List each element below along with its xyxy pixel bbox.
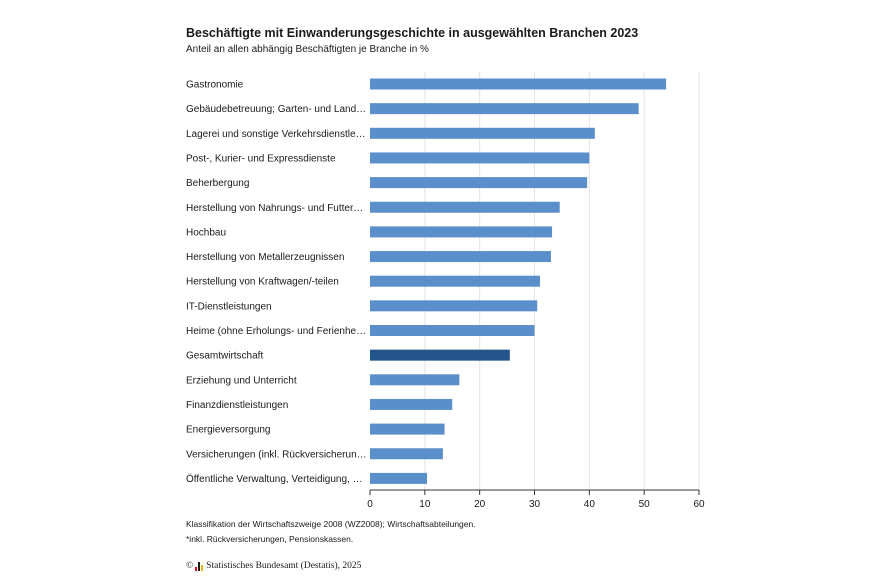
bar [370, 152, 590, 164]
bar [370, 300, 538, 312]
bar [370, 398, 453, 410]
category-label: Versicherungen (inkl. Rückversicherun… [186, 449, 367, 460]
bar [370, 177, 588, 189]
category-label: Erziehung und Unterricht [186, 375, 297, 386]
footnote-insurance: *inkl. Rückversicherungen, Pensionskasse… [186, 534, 354, 544]
x-tick-label: 30 [529, 499, 541, 510]
category-label: Post-, Kurier- und Expressdienste [186, 153, 336, 164]
bar [370, 325, 535, 336]
copyright-symbol: © [186, 561, 194, 571]
bar [370, 201, 560, 213]
category-label: Gebäudebetreuung; Garten- und Land… [186, 104, 366, 115]
bar [370, 78, 667, 90]
bar [370, 448, 443, 460]
x-tick-label: 50 [639, 499, 651, 510]
category-label: Heime (ohne Erholungs- und Ferienhe… [186, 326, 366, 337]
bar [370, 251, 551, 263]
bar [370, 374, 460, 386]
x-tick-label: 60 [693, 499, 705, 510]
category-label: Herstellung von Metallerzeugnissen [186, 252, 344, 263]
bar [370, 103, 639, 115]
category-label: Finanzdienstleistungen [186, 400, 288, 411]
x-tick-label: 20 [474, 499, 486, 510]
destatis-logo-icon [195, 561, 204, 571]
category-label: Gastronomie [186, 80, 244, 91]
category-label: Lagerei und sonstige Verkehrsdienstle… [186, 129, 366, 140]
category-label: Energieversorgung [186, 425, 271, 436]
category-label: Herstellung von Kraftwagen/-teilen [186, 277, 339, 288]
bar [370, 226, 553, 238]
category-label: Hochbau [186, 227, 226, 238]
source-text: Statistisches Bundesamt (Destatis), 2025 [206, 561, 362, 571]
footnote-classification: Klassifikation der Wirtschaftszweige 200… [186, 519, 476, 529]
source-line: © Statistisches Bundesamt (Destatis), 20… [186, 561, 361, 571]
bar [370, 472, 428, 484]
bar [370, 349, 510, 361]
x-tick-label: 40 [584, 499, 596, 510]
bar [370, 127, 595, 139]
bar-chart: 0 10 20 30 40 50 60 Gastronomie Gebäudebetreuung… [186, 72, 705, 510]
chart-title: Beschäftigte mit Einwanderungsgeschichte… [186, 26, 639, 40]
category-label: Herstellung von Nahrungs- und Futter… [186, 203, 363, 214]
category-label: IT-Dienstleistungen [186, 301, 272, 312]
category-label: Öffentliche Verwaltung, Verteidigung, … [186, 473, 363, 485]
chart-subtitle: Anteil an allen abhängig Beschäftigten j… [186, 44, 429, 55]
category-label: Beherbergung [186, 178, 249, 189]
x-tick-label: 0 [367, 499, 373, 510]
bar [370, 423, 445, 435]
bar [370, 275, 540, 287]
x-tick-label: 10 [419, 499, 431, 510]
category-label: Gesamtwirtschaft [186, 351, 263, 362]
